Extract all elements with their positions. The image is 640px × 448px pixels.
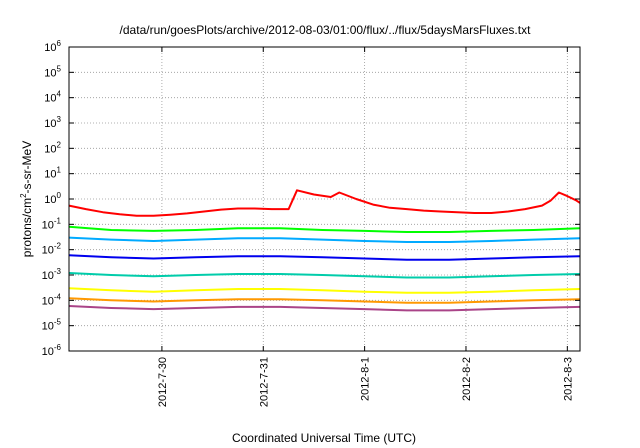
y-tick-label: 100	[44, 191, 61, 206]
chart-title: /data/run/goesPlots/archive/2012-08-03/0…	[120, 23, 532, 37]
series-line	[68, 305, 581, 312]
y-tick-label: 10-3	[42, 267, 62, 282]
y-tick-label: 102	[44, 140, 61, 155]
y-tick-label: 105	[44, 64, 61, 79]
y-tick-label-base: 10	[44, 169, 56, 181]
series-group	[68, 189, 581, 312]
y-tick-label-base: 10	[42, 346, 54, 358]
y-tick-label-exp: 5	[57, 64, 62, 73]
y-tick-label-exp: -4	[54, 292, 62, 301]
y-tick-label-exp: 6	[57, 39, 62, 48]
y-tick-label-base: 10	[44, 118, 56, 130]
y-tick-label-base: 10	[42, 270, 54, 282]
y-tick-label-base: 10	[44, 143, 56, 155]
y-tick-label-base: 10	[44, 194, 56, 206]
y-tick-label-base: 10	[44, 67, 56, 79]
y-axis: 10-610-510-410-310-210-11001011021031041…	[42, 39, 580, 358]
series-line	[68, 254, 581, 261]
y-axis-label-suffix: -s-sr-MeV	[20, 141, 34, 194]
y-tick-label-exp: -3	[54, 267, 62, 276]
y-tick-label-base: 10	[42, 321, 54, 333]
y-axis-label: protons/cm2-s-sr-MeV	[19, 141, 34, 257]
series-line	[68, 272, 581, 279]
y-tick-label-exp: -2	[54, 242, 62, 251]
y-tick-label: 104	[44, 90, 61, 105]
y-tick-label: 10-1	[42, 216, 62, 231]
y-tick-label: 106	[44, 39, 61, 54]
y-tick-label: 103	[44, 115, 61, 130]
grid	[69, 47, 580, 351]
x-axis-label: Coordinated Universal Time (UTC)	[232, 431, 416, 445]
x-tick-label: 2012-8-3	[562, 357, 574, 401]
y-tick-label: 10-6	[42, 343, 62, 358]
y-tick-label: 10-5	[42, 318, 62, 333]
x-tick-label: 2012-7-31	[258, 357, 270, 407]
y-tick-label-base: 10	[44, 93, 56, 105]
y-tick-label-exp: 3	[57, 115, 62, 124]
series-line	[68, 189, 581, 217]
series-line	[68, 236, 581, 243]
y-tick-label: 10-2	[42, 242, 62, 257]
y-axis-label-prefix: protons/cm	[20, 198, 34, 257]
y-tick-label-exp: -6	[54, 343, 62, 352]
y-tick-label-base: 10	[42, 295, 54, 307]
y-tick-label-base: 10	[42, 219, 54, 231]
y-tick-label-exp: -1	[54, 216, 62, 225]
y-tick-label: 10-4	[42, 292, 62, 307]
x-tick-label: 2012-7-30	[157, 357, 169, 407]
x-tick-label: 2012-8-1	[360, 357, 372, 401]
y-tick-label-base: 10	[42, 245, 54, 257]
y-axis-label-sup: 2	[19, 193, 28, 198]
y-tick-label-exp: -5	[54, 318, 62, 327]
series-line	[68, 297, 581, 304]
y-tick-label-exp: 0	[57, 191, 62, 200]
x-tick-label: 2012-8-2	[461, 357, 473, 401]
series-line	[68, 225, 581, 233]
series-line	[68, 287, 581, 294]
y-tick-label-exp: 2	[57, 140, 62, 149]
y-tick-label-exp: 4	[57, 90, 62, 99]
x-axis: 2012-7-30 2012-7-31 2012-8-1 2012-8-2 2012-8…	[157, 47, 574, 407]
y-tick-label: 101	[44, 166, 61, 181]
y-tick-label-base: 10	[44, 42, 56, 54]
y-tick-label-exp: 1	[57, 166, 62, 175]
